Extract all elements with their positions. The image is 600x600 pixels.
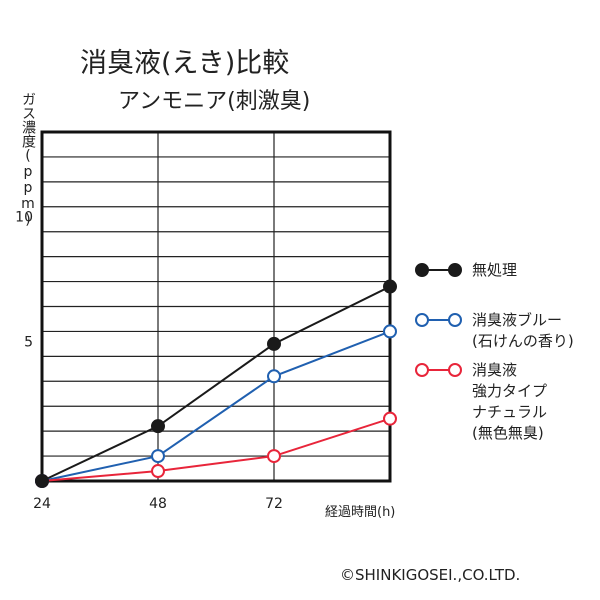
data-point-series-1 — [35, 474, 49, 488]
data-point-series-3 — [151, 464, 165, 479]
series-line-2 — [41, 330, 391, 482]
x-tick-label: 72 — [265, 496, 283, 512]
legend-marker-1 — [448, 263, 462, 277]
y-tick-labels: 5 10 — [15, 210, 33, 351]
y-tick-label: 5 — [24, 334, 33, 350]
legend-label-3: 強力タイプ — [472, 382, 547, 400]
data-point-series-1 — [267, 336, 281, 351]
legend-label-3: ナチュラル — [472, 403, 547, 421]
legend-marker-3 — [448, 363, 462, 377]
legend-label-2: (石けんの香り) — [472, 332, 574, 350]
series-line-3 — [41, 417, 391, 482]
data-point-series-3 — [383, 411, 397, 426]
x-tick-label: 24 — [33, 496, 51, 512]
x-tick-labels: 24 48 72 — [33, 496, 283, 512]
series-line-1 — [41, 285, 391, 482]
series-lines — [35, 279, 397, 488]
data-point-series-1 — [383, 279, 397, 294]
x-tick-label: 48 — [149, 496, 167, 512]
x-axis-label: 経過時間(h) — [325, 505, 395, 520]
y-tick-label: 10 — [15, 210, 33, 226]
legend-marker-2 — [448, 313, 462, 327]
chart-title: 消臭液(えき)比較 — [80, 48, 289, 79]
data-point-series-2 — [267, 369, 281, 384]
chart-subtitle: アンモニア(刺激臭) — [118, 89, 310, 114]
data-point-series-3 — [267, 449, 281, 464]
y-axis-label: ガス濃度(ppm) — [20, 92, 36, 228]
legend-label-3: 消臭液 — [472, 361, 517, 379]
legend-marker-2 — [415, 313, 429, 327]
copyright-notice: ©SHINKIGOSEI.,CO.LTD. — [340, 566, 520, 584]
legend-marker-1 — [415, 263, 429, 277]
legend-label-2: 消臭液ブルー — [472, 311, 562, 329]
data-point-series-2 — [383, 324, 397, 339]
legend-label-3: (無色無臭) — [472, 424, 544, 442]
legend-label-1: 無処理 — [472, 261, 517, 279]
data-point-series-1 — [151, 419, 165, 434]
data-point-series-2 — [151, 449, 165, 464]
grid — [40, 130, 392, 483]
legend-marker-3 — [415, 363, 429, 377]
plot-frame — [40, 130, 392, 483]
